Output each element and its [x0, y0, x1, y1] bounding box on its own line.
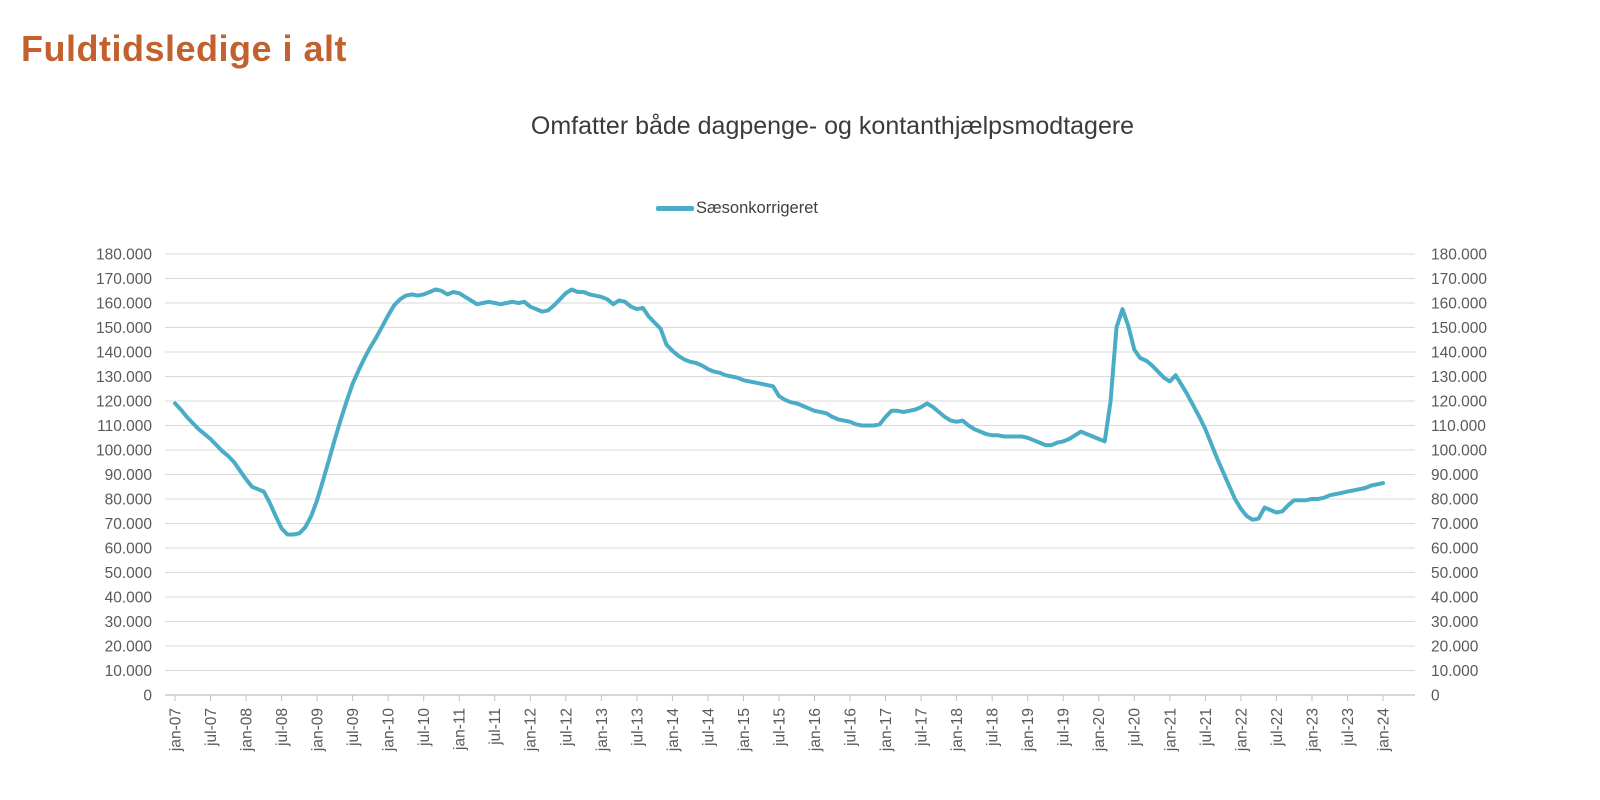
x-tick-label: jul-09	[345, 708, 362, 747]
y-tick-label-right: 70.000	[1431, 516, 1479, 533]
x-tick-label: jan-10	[381, 708, 398, 752]
y-tick-label-right: 120.000	[1431, 393, 1487, 410]
y-tick-label-left: 20.000	[105, 638, 153, 655]
x-tick-label: jul-18	[985, 708, 1002, 747]
chart-legend: Sæsonkorrigeret	[656, 198, 818, 218]
y-tick-label-right: 10.000	[1431, 663, 1479, 680]
x-tick-label: jan-17	[878, 708, 895, 752]
y-tick-label-right: 100.000	[1431, 442, 1487, 459]
x-tick-label: jul-23	[1340, 708, 1357, 747]
y-tick-label-left: 80.000	[105, 491, 153, 508]
y-tick-label-right: 180.000	[1431, 246, 1487, 263]
y-tick-label-left: 160.000	[96, 295, 152, 312]
y-tick-label-left: 120.000	[96, 393, 152, 410]
y-tick-label-right: 40.000	[1431, 589, 1479, 606]
y-tick-label-right: 60.000	[1431, 540, 1479, 557]
y-tick-label-right: 150.000	[1431, 320, 1487, 337]
y-tick-label-right: 160.000	[1431, 295, 1487, 312]
x-axis-labels: jan-07 jul-07 jan-08 jul-08 jan-09 jul-09 jan-…	[167, 708, 1392, 752]
gridlines-group	[165, 253, 1415, 696]
x-tick-label: jul-15	[771, 708, 788, 747]
y-tick-label-left: 50.000	[105, 565, 153, 582]
y-tick-label-right: 20.000	[1431, 638, 1479, 655]
x-tick-label: jan-14	[665, 708, 682, 752]
x-tick-label: jul-11	[487, 708, 504, 746]
x-tick-label: jan-11	[452, 708, 469, 751]
y-tick-label-right: 30.000	[1431, 614, 1479, 631]
x-tick-label: jan-21	[1162, 708, 1179, 752]
x-tick-label: jul-17	[914, 708, 931, 747]
series-line-saesonkorrigeret	[173, 287, 1385, 537]
x-tick-label: jan-12	[523, 708, 540, 752]
x-tick-label: jul-16	[842, 708, 859, 747]
x-tick-label: jul-22	[1269, 708, 1286, 747]
x-tick-label: jul-21	[1198, 708, 1215, 747]
x-tick-label: jan-22	[1233, 708, 1250, 752]
y-tick-label-right: 170.000	[1431, 271, 1487, 288]
page-title: Fuldtidsledige i alt	[21, 28, 348, 69]
x-tick-label: jul-12	[558, 708, 575, 747]
x-tick-label: jan-20	[1091, 708, 1108, 752]
x-tick-label: jan-08	[238, 708, 255, 752]
x-tick-label: jul-20	[1127, 708, 1144, 747]
x-tick-label: jul-08	[274, 708, 291, 747]
x-tick-label: jan-09	[310, 708, 327, 752]
x-tick-label: jan-19	[1020, 708, 1037, 752]
y-tick-label-left: 170.000	[96, 271, 152, 288]
x-tick-label: jul-07	[203, 708, 220, 747]
x-tick-label: jul-14	[700, 708, 717, 747]
x-tick-label: jul-10	[416, 708, 433, 747]
y-tick-label-right: 80.000	[1431, 491, 1479, 508]
x-tick-label: jan-07	[167, 708, 184, 752]
y-tick-label-left: 130.000	[96, 369, 152, 386]
y-tick-label-left: 10.000	[105, 663, 153, 680]
y-tick-label-left: 60.000	[105, 540, 153, 557]
x-tick-label: jul-19	[1056, 708, 1073, 747]
y-tick-label-left: 180.000	[96, 246, 152, 263]
y-axis-right-labels: 0 10.000 20.000 30.000 40.000 50.000 60.000 70.…	[1431, 246, 1487, 704]
x-tick-label: jan-13	[594, 708, 611, 752]
x-tick-label: jan-24	[1375, 708, 1392, 752]
y-tick-label-left: 140.000	[96, 344, 152, 361]
x-tick-label: jan-23	[1304, 708, 1321, 752]
x-tick-label: jul-13	[629, 708, 646, 747]
y-axis-left-labels: 0 10.000 20.000 30.000 40.000 50.000 60.000 70.…	[96, 246, 152, 704]
y-tick-label-right: 110.000	[1431, 418, 1486, 435]
y-tick-label-right: 90.000	[1431, 467, 1479, 484]
x-tick-label: jan-18	[949, 708, 966, 752]
legend-label: Sæsonkorrigeret	[696, 198, 818, 217]
x-tick-label: jan-16	[807, 708, 824, 752]
y-tick-label-left: 110.000	[97, 418, 152, 435]
y-tick-label-right: 140.000	[1431, 344, 1487, 361]
y-tick-label-left: 90.000	[105, 467, 153, 484]
y-tick-label-left: 100.000	[96, 442, 152, 459]
y-tick-label-left: 70.000	[105, 516, 153, 533]
x-tick-label: jan-15	[736, 708, 753, 752]
y-tick-label-left: 0	[143, 687, 152, 704]
x-axis-ticks	[174, 695, 1384, 701]
y-tick-label-left: 40.000	[105, 589, 153, 606]
chart-title: Omfatter både dagpenge- og kontanthjælps…	[530, 112, 1135, 140]
y-tick-label-left: 30.000	[105, 614, 153, 631]
y-tick-label-right: 50.000	[1431, 565, 1479, 582]
legend-line-swatch	[656, 205, 694, 211]
y-tick-label-left: 150.000	[96, 320, 152, 337]
y-tick-label-right: 0	[1431, 687, 1440, 704]
y-tick-label-right: 130.000	[1431, 369, 1487, 386]
